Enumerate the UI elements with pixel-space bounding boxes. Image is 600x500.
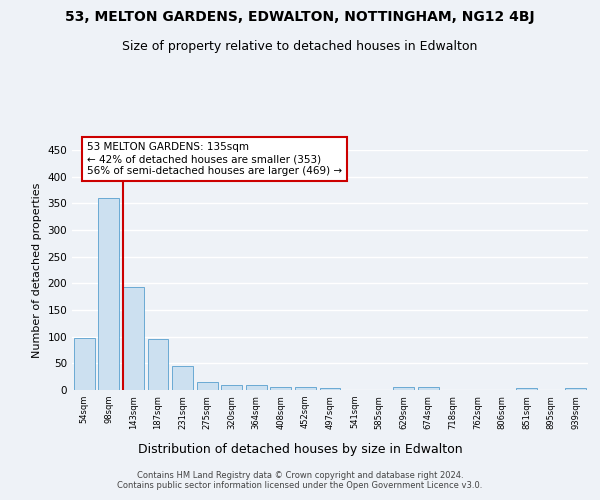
Bar [393, 388, 414, 390]
Bar [123, 287, 144, 390]
Y-axis label: Number of detached properties: Number of detached properties [32, 182, 42, 358]
Bar [221, 384, 242, 390]
Text: 53 MELTON GARDENS: 135sqm
← 42% of detached houses are smaller (353)
56% of semi: 53 MELTON GARDENS: 135sqm ← 42% of detac… [87, 142, 342, 176]
Bar [320, 388, 340, 390]
Bar [197, 382, 218, 390]
Bar [74, 338, 95, 390]
Bar [516, 388, 537, 390]
Bar [172, 366, 193, 390]
Bar [148, 340, 169, 390]
Text: Size of property relative to detached houses in Edwalton: Size of property relative to detached ho… [122, 40, 478, 53]
Bar [246, 384, 267, 390]
Bar [98, 198, 119, 390]
Text: Contains HM Land Registry data © Crown copyright and database right 2024.
Contai: Contains HM Land Registry data © Crown c… [118, 470, 482, 490]
Bar [295, 388, 316, 390]
Text: Distribution of detached houses by size in Edwalton: Distribution of detached houses by size … [137, 442, 463, 456]
Bar [418, 388, 439, 390]
Text: 53, MELTON GARDENS, EDWALTON, NOTTINGHAM, NG12 4BJ: 53, MELTON GARDENS, EDWALTON, NOTTINGHAM… [65, 10, 535, 24]
Bar [271, 387, 292, 390]
Bar [565, 388, 586, 390]
